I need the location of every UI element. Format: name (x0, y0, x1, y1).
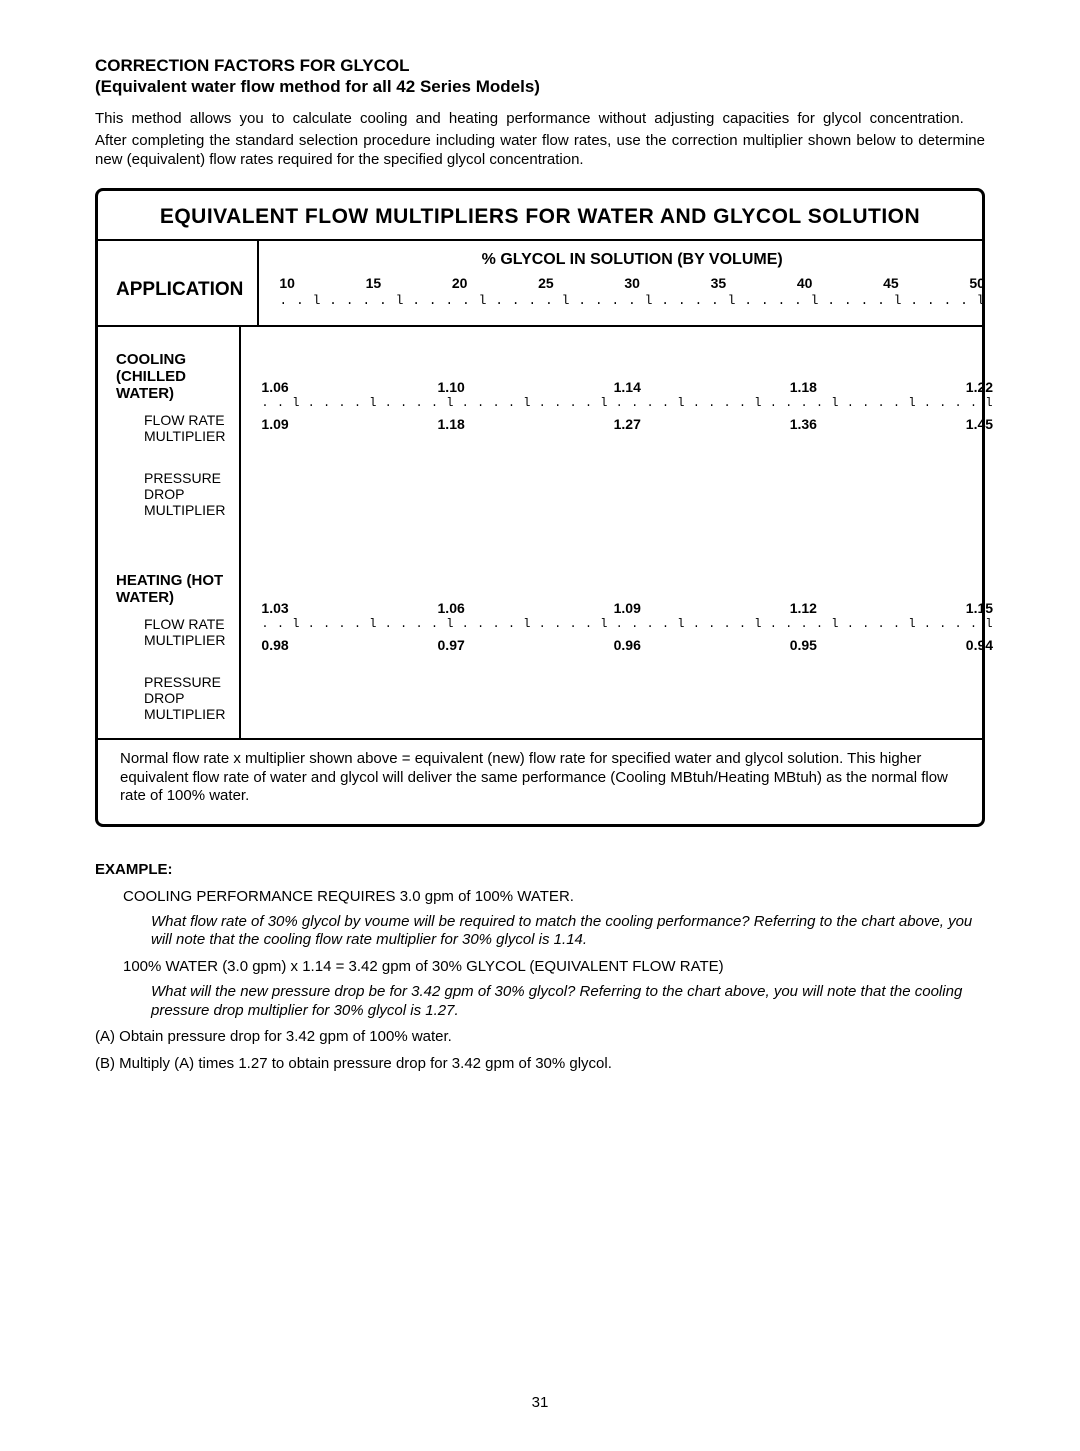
page-title: CORRECTION FACTORS FOR GLYCOL (Equivalen… (95, 55, 985, 98)
cooling-flow-values: 1.06 1.10 1.14 1.18 1.22 (261, 379, 993, 395)
multiplier-value: 0.97 (438, 637, 465, 653)
heating-heading: HEATING (HOT WATER) (116, 572, 225, 606)
application-label: APPLICATION (116, 279, 243, 301)
heating-pd-values: 0.98 0.97 0.96 0.95 0.94 (261, 637, 993, 653)
heating-section: HEATING (HOT WATER) FLOW RATE MULTIPLIER… (98, 534, 982, 738)
multiplier-chart: EQUIVALENT FLOW MULTIPLIERS FOR WATER AN… (95, 188, 985, 827)
chart-title: EQUIVALENT FLOW MULTIPLIERS FOR WATER AN… (98, 191, 982, 239)
glycol-tick: 50 (969, 275, 985, 291)
multiplier-value: 1.22 (966, 379, 993, 395)
multiplier-value: 1.12 (790, 600, 817, 616)
multiplier-value: 1.06 (438, 600, 465, 616)
multiplier-value: 1.18 (438, 416, 465, 432)
multiplier-value: 1.09 (614, 600, 641, 616)
example-block: EXAMPLE: COOLING PERFORMANCE REQUIRES 3.… (95, 861, 985, 1074)
cooling-flow-label: FLOW RATE MULTIPLIER (144, 412, 225, 444)
heating-pd-label: PRESSURE DROP MULTIPLIER (144, 674, 225, 722)
application-heading-cell: APPLICATION (98, 241, 259, 325)
multiplier-value: 1.14 (614, 379, 641, 395)
multiplier-value: 1.15 (966, 600, 993, 616)
glycol-tick: 35 (711, 275, 727, 291)
multiplier-value: 1.36 (790, 416, 817, 432)
cooling-ruler: . . l . . . . l . . . . l . . . . l . . … (261, 396, 993, 410)
title-line-1: CORRECTION FACTORS FOR GLYCOL (95, 55, 985, 76)
example-calc: 100% WATER (3.0 gpm) x 1.14 = 3.42 gpm o… (123, 958, 985, 977)
glycol-tick: 20 (452, 275, 468, 291)
multiplier-value: 0.95 (790, 637, 817, 653)
example-label: EXAMPLE: (95, 861, 985, 880)
cooling-pd-label: PRESSURE DROP MULTIPLIER (144, 470, 225, 518)
example-line-1: COOLING PERFORMANCE REQUIRES 3.0 gpm of … (123, 888, 985, 907)
title-line-2: (Equivalent water flow method for all 42… (95, 76, 985, 97)
cooling-section: COOLING (CHILLED WATER) FLOW RATE MULTIP… (98, 327, 982, 534)
glycol-header: % GLYCOL IN SOLUTION (BY VOLUME) (279, 251, 985, 269)
intro-paragraph-2: After completing the standard selection … (95, 132, 985, 170)
multiplier-value: 1.09 (261, 416, 288, 432)
glycol-tick: 30 (624, 275, 640, 291)
glycol-tick: 10 (279, 275, 295, 291)
intro-paragraph-1: This method allows you to calculate cool… (95, 110, 985, 129)
glycol-ruler: . . l . . . . l . . . . l . . . . l . . … (279, 293, 985, 308)
cooling-labels: COOLING (CHILLED WATER) FLOW RATE MULTIP… (98, 327, 241, 534)
chart-header-row: APPLICATION % GLYCOL IN SOLUTION (BY VOL… (98, 241, 982, 325)
multiplier-value: 0.96 (614, 637, 641, 653)
page-number: 31 (95, 1394, 985, 1411)
cooling-heading: COOLING (CHILLED WATER) (116, 351, 225, 402)
multiplier-value: 1.45 (966, 416, 993, 432)
multiplier-value: 1.18 (790, 379, 817, 395)
heating-flow-values: 1.03 1.06 1.09 1.12 1.15 (261, 600, 993, 616)
multiplier-value: 1.06 (261, 379, 288, 395)
glycol-tick: 15 (366, 275, 382, 291)
glycol-tick-numbers: 10 15 20 25 30 35 40 45 50 (279, 275, 985, 293)
glycol-tick: 45 (883, 275, 899, 291)
heating-labels: HEATING (HOT WATER) FLOW RATE MULTIPLIER… (98, 534, 241, 738)
example-q2: What will the new pressure drop be for 3… (151, 983, 985, 1021)
multiplier-value: 1.10 (438, 379, 465, 395)
example-step-a: (A) Obtain pressure drop for 3.42 gpm of… (95, 1028, 985, 1047)
multiplier-value: 0.94 (966, 637, 993, 653)
chart-footnote: Normal flow rate x multiplier shown abov… (98, 740, 982, 806)
glycol-scale-cell: % GLYCOL IN SOLUTION (BY VOLUME) 10 15 2… (259, 241, 1015, 325)
cooling-values: 1.06 1.10 1.14 1.18 1.22 . . l . . . . l… (241, 327, 1023, 534)
multiplier-value: 1.03 (261, 600, 288, 616)
heating-ruler: . . l . . . . l . . . . l . . . . l . . … (261, 617, 993, 631)
glycol-tick: 25 (538, 275, 554, 291)
example-step-b: (B) Multiply (A) times 1.27 to obtain pr… (95, 1055, 985, 1074)
cooling-pd-values: 1.09 1.18 1.27 1.36 1.45 (261, 416, 993, 432)
heating-values: 1.03 1.06 1.09 1.12 1.15 . . l . . . . l… (241, 534, 1023, 738)
glycol-scale: 10 15 20 25 30 35 40 45 50 . . l . . . .… (279, 275, 985, 315)
multiplier-value: 0.98 (261, 637, 288, 653)
glycol-tick: 40 (797, 275, 813, 291)
example-q1: What flow rate of 30% glycol by voume wi… (151, 913, 985, 951)
document-page: CORRECTION FACTORS FOR GLYCOL (Equivalen… (0, 0, 1080, 1451)
heating-flow-label: FLOW RATE MULTIPLIER (144, 616, 225, 648)
multiplier-value: 1.27 (614, 416, 641, 432)
